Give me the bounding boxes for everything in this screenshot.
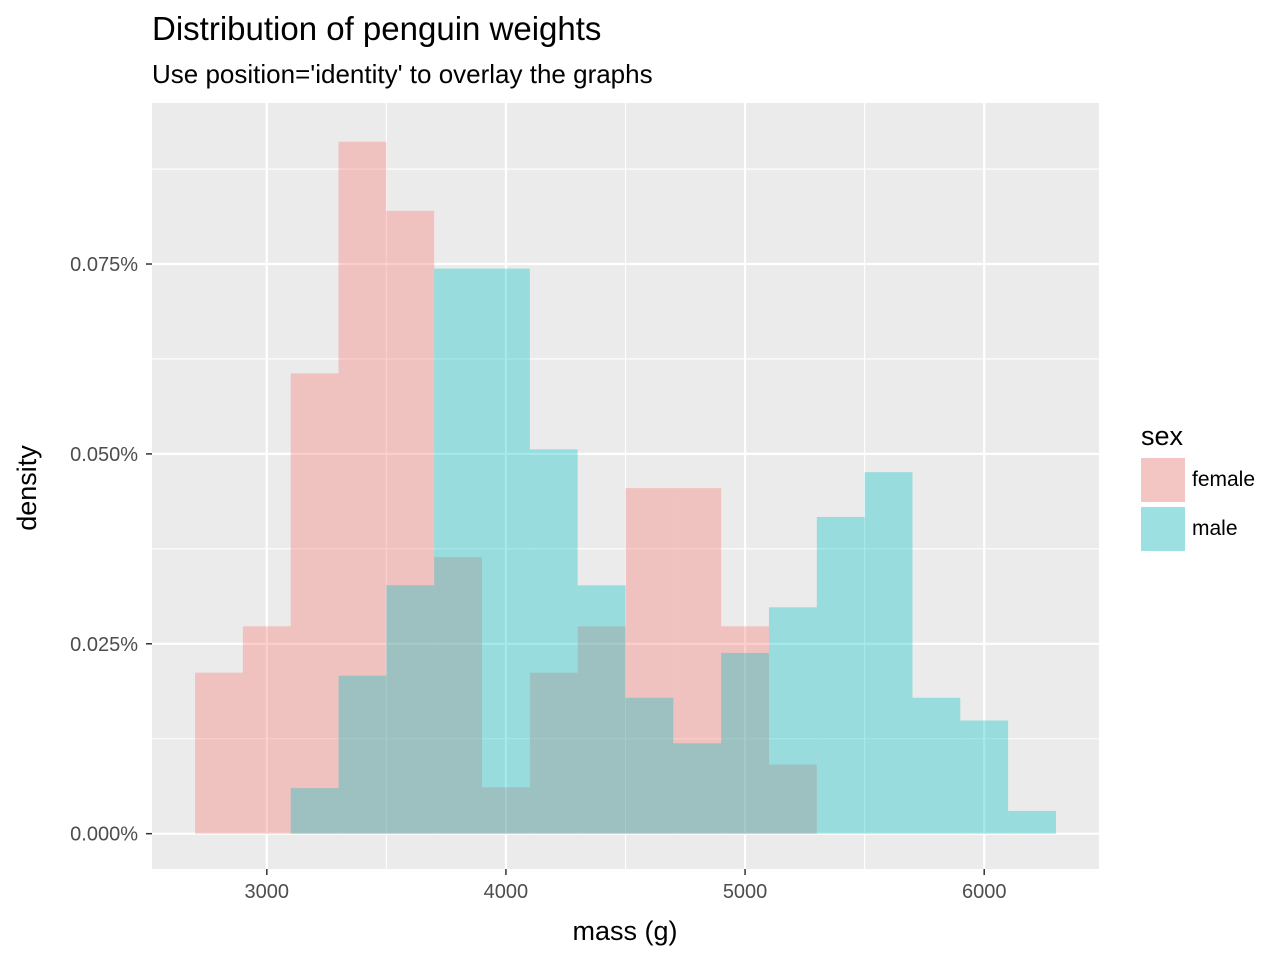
x-axis-title: mass (g) [572,916,677,946]
bar-male [816,516,865,834]
x-tick-label: 4000 [484,881,529,903]
y-tick-label: 0.025% [70,634,138,656]
bar-female [434,557,483,834]
y-tick-label: 0.050% [70,444,138,466]
y-tick-label: 0.075% [70,254,138,276]
bar-male [864,472,913,834]
bar-female [386,210,435,834]
legend: sex female male [1141,421,1255,551]
bar-male [290,788,339,834]
y-tick-label: 0.000% [70,824,138,846]
bar-female [242,626,291,834]
bar-female [768,764,817,834]
y-axis: 0.000% 0.025% 0.050% 0.075% [70,254,152,846]
bar-male [386,585,435,834]
legend-label-male: male [1192,517,1238,540]
legend-key-male [1141,507,1185,551]
bar-male [577,585,626,834]
bar-male [768,607,817,834]
chart-subtitle: Use position='identity' to overlay the g… [152,59,653,89]
major-gridlines [152,103,1099,869]
bar-male [912,697,961,834]
histogram-bars [195,141,1056,834]
legend-key-background [1141,507,1185,551]
bar-male [960,720,1009,834]
bar-male [1008,810,1056,834]
legend-title: sex [1141,421,1184,451]
bar-female [338,141,387,834]
x-axis: 3000 4000 5000 6000 [245,869,1007,903]
bar-male [482,268,530,834]
bar-female [673,488,722,834]
series-male [290,268,1056,834]
bar-female [290,373,339,834]
minor-gridlines [152,103,1099,869]
series-female [195,141,817,834]
bar-male [721,652,769,834]
bar-male [338,675,387,834]
bar-male [673,743,722,834]
legend-key-female [1141,458,1185,502]
x-tick-label: 3000 [245,881,290,903]
legend-key-background [1141,458,1185,502]
x-tick-label: 6000 [962,881,1007,903]
y-axis-title: density [12,445,42,531]
bar-female [195,672,243,834]
bar-female [625,488,674,834]
x-tick-label: 5000 [723,881,768,903]
bar-female [482,787,530,834]
bar-male [625,697,674,834]
legend-label-female: female [1192,468,1255,491]
bar-female [529,672,578,834]
bar-female [721,626,769,834]
chart-title: Distribution of penguin weights [152,10,601,47]
bar-female [577,626,626,834]
bar-male [529,449,578,834]
bar-male [434,268,483,834]
